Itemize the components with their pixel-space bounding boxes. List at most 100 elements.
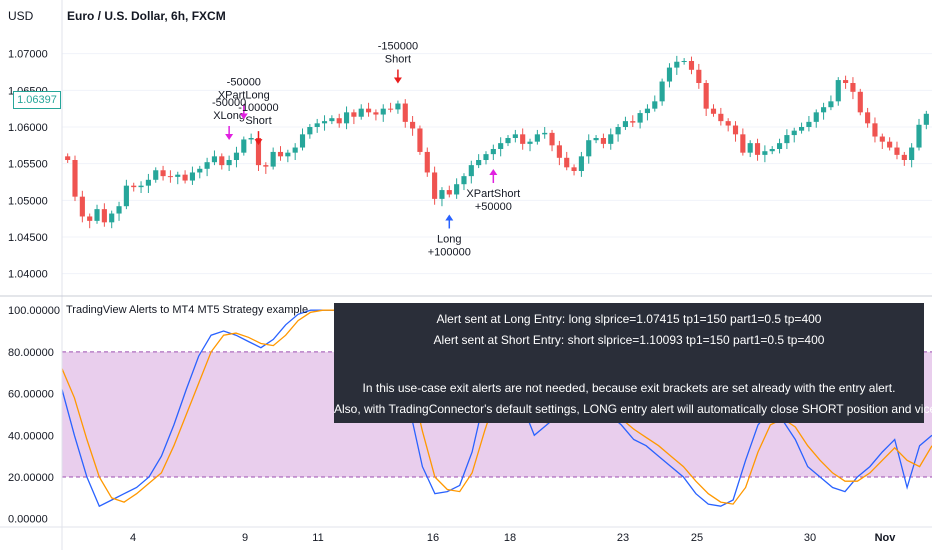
candle-body bbox=[483, 154, 489, 160]
candle-body bbox=[263, 165, 269, 167]
candle-body bbox=[343, 112, 350, 124]
candle-body bbox=[740, 134, 746, 153]
candle-body bbox=[622, 121, 629, 127]
alert-line: Alert sent at Long Entry: long slprice=1… bbox=[436, 312, 822, 326]
oscillator-tick-label: 60.00000 bbox=[8, 389, 54, 401]
candle-body bbox=[476, 160, 482, 166]
candle-body bbox=[556, 145, 562, 158]
candle-body bbox=[285, 152, 291, 157]
currency-label: USD bbox=[8, 9, 34, 23]
candle-body bbox=[688, 61, 695, 70]
last-price-badge: 1.06397 bbox=[13, 91, 61, 109]
candle-body bbox=[72, 160, 78, 197]
candle-body bbox=[189, 172, 196, 181]
candle-body bbox=[226, 160, 232, 166]
candle-body bbox=[87, 216, 93, 221]
candle-body bbox=[586, 140, 592, 157]
time-tick-label: 30 bbox=[804, 532, 816, 544]
candle-body bbox=[703, 83, 709, 109]
price-tick-label: 1.04000 bbox=[8, 269, 48, 281]
signal-label: XPartLong bbox=[218, 89, 270, 101]
candle-body bbox=[490, 149, 496, 155]
candle-body bbox=[784, 135, 790, 144]
signal-arrow-down bbox=[225, 134, 234, 140]
candle-body bbox=[454, 184, 460, 195]
candle-body bbox=[652, 101, 658, 109]
candle-body bbox=[248, 138, 254, 140]
candle-body bbox=[446, 190, 452, 195]
signal-label: +50000 bbox=[475, 201, 512, 213]
signal-label: -50000 bbox=[227, 76, 261, 88]
time-tick-label: 4 bbox=[130, 532, 136, 544]
candle-body bbox=[674, 61, 680, 68]
candle-body bbox=[710, 108, 717, 114]
candle-body bbox=[123, 185, 129, 207]
candle-body bbox=[424, 151, 430, 173]
candle-body bbox=[101, 209, 107, 223]
indicator-title: TradingView Alerts to MT4 MT5 Strategy e… bbox=[66, 304, 309, 316]
signal-label: +100000 bbox=[428, 246, 471, 258]
candle-body bbox=[329, 118, 335, 122]
signal-label: -150000 bbox=[378, 41, 418, 53]
signal-label: Short bbox=[245, 115, 271, 127]
candle-body bbox=[233, 152, 240, 160]
candle-body bbox=[887, 141, 893, 148]
candle-body bbox=[549, 132, 555, 146]
candle-body bbox=[116, 206, 122, 214]
candle-body bbox=[762, 151, 768, 155]
candle-body bbox=[410, 121, 416, 129]
candle-body bbox=[923, 113, 929, 125]
candle-body bbox=[321, 121, 328, 124]
candle-body bbox=[666, 67, 673, 82]
candles bbox=[65, 55, 929, 229]
candle-body bbox=[564, 157, 570, 168]
candle-body bbox=[351, 112, 357, 117]
candle-body bbox=[872, 123, 878, 137]
candle-body bbox=[211, 156, 218, 163]
signal-arrow-down bbox=[254, 139, 263, 146]
signal-label: XPartShort bbox=[466, 188, 520, 200]
candle-body bbox=[255, 138, 262, 166]
candle-body bbox=[681, 61, 687, 62]
candle-body bbox=[94, 209, 100, 221]
time-tick-label: 25 bbox=[691, 532, 703, 544]
candle-body bbox=[644, 108, 651, 114]
candle-body bbox=[865, 112, 871, 124]
price-tick-label: 1.05000 bbox=[8, 195, 48, 207]
candle-body bbox=[175, 174, 181, 177]
time-tick-label: 18 bbox=[504, 532, 516, 544]
candle-body bbox=[388, 108, 394, 110]
candle-body bbox=[65, 156, 71, 160]
candle-body bbox=[299, 134, 306, 148]
candle-body bbox=[197, 168, 203, 173]
candle-body bbox=[776, 143, 783, 149]
candle-body bbox=[754, 143, 761, 155]
candle-body bbox=[277, 151, 284, 157]
time-tick-label: 16 bbox=[427, 532, 439, 544]
candle-body bbox=[901, 154, 907, 160]
candle-body bbox=[520, 134, 526, 144]
candle-body bbox=[138, 185, 144, 188]
oscillator-tick-label: 40.00000 bbox=[8, 430, 54, 442]
signal-arrow-up bbox=[445, 214, 454, 221]
time-tick-label: 11 bbox=[312, 532, 323, 544]
candle-body bbox=[571, 167, 577, 171]
price-gridlines bbox=[62, 53, 932, 275]
candle-body bbox=[615, 127, 621, 135]
candle-body bbox=[461, 176, 467, 185]
candle-body bbox=[365, 108, 372, 113]
candle-body bbox=[527, 141, 533, 144]
candle-body bbox=[850, 83, 856, 92]
candle-body bbox=[857, 91, 863, 113]
candle-body bbox=[167, 176, 173, 178]
candle-body bbox=[637, 113, 643, 123]
candle-body bbox=[358, 108, 364, 117]
candle-body bbox=[468, 165, 474, 177]
signal-arrow-down bbox=[393, 77, 402, 84]
candle-body bbox=[732, 125, 739, 135]
candle-body bbox=[79, 196, 85, 217]
alert-line: In this use-case exit alerts are not nee… bbox=[362, 381, 896, 395]
candle-body bbox=[747, 143, 753, 153]
